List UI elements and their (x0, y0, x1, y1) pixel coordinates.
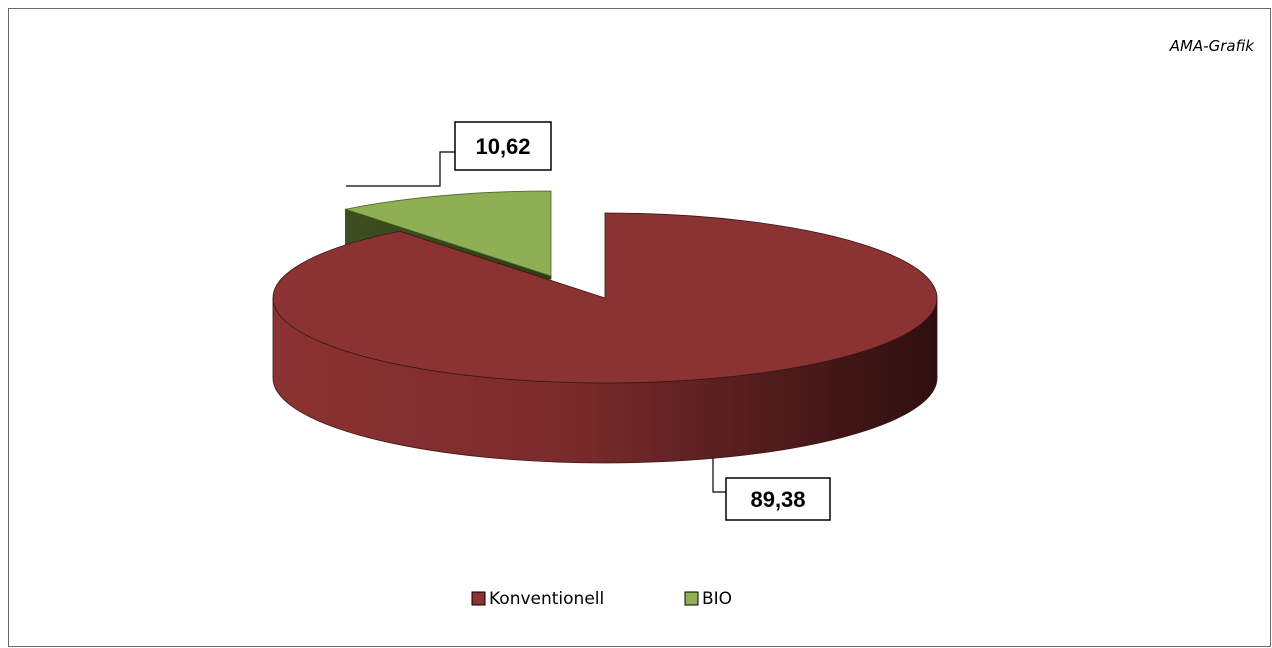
legend-entry-bio: BIO (702, 589, 732, 609)
data-label-konventionell: 89,38 (750, 487, 805, 512)
leader-line-bio (346, 151, 455, 187)
legend-swatch-konventionell (471, 591, 486, 606)
pie-slice-bio (343, 190, 552, 277)
data-label-bio: 10,62 (475, 134, 530, 159)
legend: Konventionell BIO (471, 589, 732, 609)
legend-swatch-bio (684, 591, 699, 606)
legend-entry-konventionell: Konventionell (489, 589, 604, 609)
pie-slice-konventionell (272, 212, 938, 384)
source-note: AMA-Grafik (1169, 37, 1254, 55)
data-label-box-konventionell (725, 477, 831, 521)
leader-line-konventionell (712, 458, 726, 493)
data-label-box-bio (454, 121, 552, 171)
